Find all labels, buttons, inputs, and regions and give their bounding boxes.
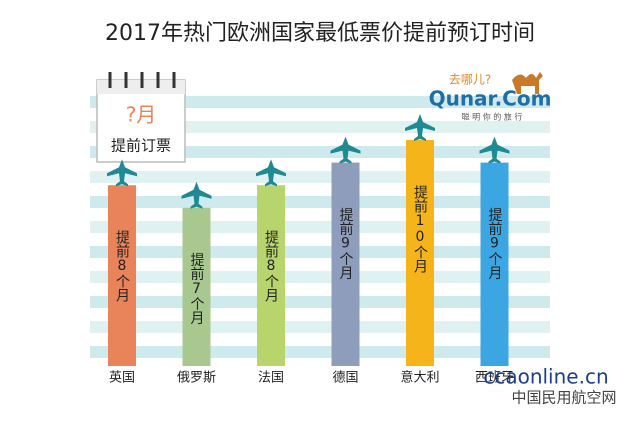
stripe: [90, 96, 550, 108]
x-tick-label: 意大利: [400, 370, 439, 386]
bar: [108, 185, 136, 366]
chart-title: 2017年热门欧洲国家最低票价提前预订时间: [105, 21, 535, 46]
camel-icon: [512, 72, 543, 94]
calendar-month: ?月: [126, 103, 157, 127]
x-tick-label: 英国: [109, 371, 135, 386]
bar: [480, 162, 509, 366]
watermark-site: ccaonline.cn: [483, 365, 608, 389]
bar-label: 提前9个月: [338, 208, 354, 281]
logo: 去哪儿? Qunar.Com 聪 明 你 的 旅 行: [429, 72, 552, 122]
stripe: [90, 146, 550, 158]
plane-icon: [181, 181, 212, 209]
bar-label: 提前10个月: [412, 185, 428, 274]
bar-label: 提前8个月: [114, 230, 130, 303]
plane-icon: [479, 136, 510, 164]
x-tick-label: 法国: [258, 371, 284, 386]
plane-icon: [256, 159, 286, 187]
watermark-name: 中国民用航空网: [511, 389, 616, 407]
x-tick-label: 德国: [332, 371, 358, 386]
logo-brand: Qunar.Com: [429, 87, 552, 111]
calendar-caption: 提前订票: [111, 137, 171, 155]
bar: [331, 162, 360, 366]
stripe: [90, 196, 550, 208]
logo-slogan: 去哪儿?: [449, 73, 491, 87]
x-tick-label: 俄罗斯: [177, 371, 216, 386]
bar: [182, 207, 211, 366]
bar: [406, 140, 434, 366]
bar: [257, 185, 285, 366]
logo-tagline: 聪 明 你 的 旅 行: [462, 112, 523, 122]
stripe: [90, 171, 550, 183]
plane-icon: [405, 114, 435, 141]
x-tick-label: 西班牙: [475, 371, 514, 386]
calendar-rings: [108, 72, 176, 88]
plane-icon: [107, 159, 137, 187]
bar-label: 提前7个月: [189, 253, 205, 326]
plane-icon: [330, 136, 361, 164]
bar-label: 提前8个月: [263, 230, 279, 303]
calendar-icon: ?月 提前订票: [96, 72, 186, 163]
bar-label: 提前9个月: [487, 208, 503, 281]
